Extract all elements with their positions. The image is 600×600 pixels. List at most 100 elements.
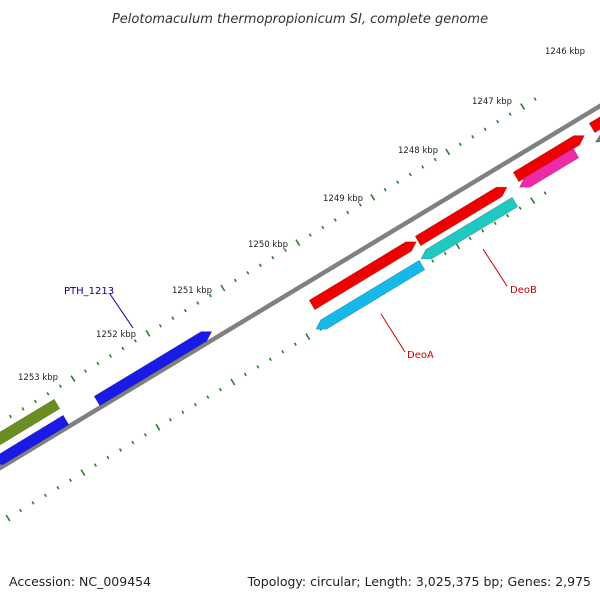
tick-mark <box>83 369 87 373</box>
tick-label-1247: 1247 kbp <box>472 97 512 107</box>
gene-blue-left[interactable] <box>0 414 70 465</box>
tick-mark <box>155 423 161 431</box>
tick-mark <box>9 414 12 419</box>
gene-red-3[interactable] <box>512 135 585 183</box>
tick-mark <box>518 206 522 210</box>
tick-mark <box>93 463 97 467</box>
tick-mark <box>268 357 272 362</box>
tick-mark <box>96 361 100 366</box>
tick-mark <box>496 119 500 124</box>
tick-mark <box>483 127 487 132</box>
tick-mark <box>383 187 387 192</box>
tick-mark <box>56 485 60 490</box>
tick-mark <box>458 142 462 147</box>
tick-label-1253: 1253 kbp <box>18 373 58 383</box>
tick-label-1252: 1252 kbp <box>96 330 136 340</box>
gene-red-2[interactable] <box>414 186 508 247</box>
tick-mark <box>108 354 112 358</box>
tick-mark <box>208 293 212 298</box>
tick-mark <box>21 407 25 411</box>
gene-label-deoa[interactable]: DeoA <box>407 350 434 361</box>
gene-olive[interactable] <box>0 398 61 446</box>
tick-mark <box>506 213 510 218</box>
tick-mark <box>193 402 197 407</box>
gene-label-deob[interactable]: DeoB <box>510 285 537 296</box>
tick-mark <box>258 263 262 268</box>
tick-mark <box>19 508 22 513</box>
tick-mark <box>295 239 301 247</box>
tick-mark <box>493 221 497 226</box>
tick-mark <box>358 203 362 207</box>
tick-mark <box>68 478 72 483</box>
tick-mark <box>46 391 50 396</box>
gene-red-1[interactable] <box>308 241 417 311</box>
tick-mark <box>455 242 461 250</box>
tick-mark <box>131 440 135 445</box>
tick-mark <box>283 248 287 252</box>
gene-pth1213[interactable] <box>93 331 213 407</box>
gene-label-pth1213[interactable]: PTH_1213 <box>64 286 114 297</box>
gene-deoa[interactable] <box>315 259 426 330</box>
tick-mark <box>281 349 285 354</box>
genome-title: Pelotomaculum thermopropionicum SI, comp… <box>112 12 488 27</box>
tick-mark <box>520 103 526 111</box>
tick-mark <box>31 501 35 505</box>
gene-red-4[interactable] <box>588 112 600 134</box>
tick-mark <box>80 469 86 477</box>
tick-mark <box>408 172 412 177</box>
deob-leader-line <box>482 248 508 287</box>
tick-mark <box>243 372 247 377</box>
tick-mark <box>220 284 226 292</box>
tick-label-1251: 1251 kbp <box>172 286 212 296</box>
tick-mark <box>508 112 512 116</box>
tick-mark <box>218 387 222 392</box>
genome-summary-text: Topology: circular; Length: 3,025,375 bp… <box>247 574 591 589</box>
tick-mark <box>58 384 62 389</box>
tick-mark <box>433 157 437 162</box>
tick-mark <box>333 218 337 222</box>
tick-mark <box>468 236 472 241</box>
tick-mark <box>145 329 151 337</box>
tick-mark <box>443 251 447 256</box>
deoa-leader-line <box>380 313 406 353</box>
tick-mark <box>346 210 350 215</box>
tick-mark <box>530 197 536 205</box>
tick-mark <box>121 346 125 351</box>
tick-mark <box>158 323 162 328</box>
tick-mark <box>33 399 37 404</box>
tick-mark <box>481 229 485 233</box>
tick-label-1250: 1250 kbp <box>248 240 288 250</box>
genome-backbone <box>0 103 600 471</box>
tick-mark <box>206 395 210 399</box>
tick-mark <box>5 514 11 522</box>
tick-mark <box>196 301 200 305</box>
tick-mark <box>271 255 275 260</box>
tick-label-1248: 1248 kbp <box>398 146 438 156</box>
tick-mark <box>321 225 325 230</box>
tick-mark <box>543 191 547 195</box>
tick-mark <box>118 448 122 452</box>
tick-label-1246: 1246 kbp <box>545 47 585 57</box>
tick-mark <box>421 165 425 169</box>
gene-grey-edge[interactable] <box>594 133 600 143</box>
tick-mark <box>396 180 400 184</box>
tick-mark <box>471 135 475 139</box>
tick-mark <box>256 365 260 369</box>
tick-mark <box>230 378 236 386</box>
tick-mark <box>168 417 172 422</box>
tick-mark <box>370 193 376 201</box>
tick-mark <box>308 233 312 237</box>
tick-mark <box>70 375 76 383</box>
gene-magenta[interactable] <box>519 147 580 188</box>
tick-mark <box>533 97 537 101</box>
tick-mark <box>171 316 175 320</box>
tick-mark <box>233 278 237 283</box>
tick-label-1249: 1249 kbp <box>323 194 363 204</box>
tick-mark <box>43 493 47 498</box>
accession-text: Accession: NC_009454 <box>9 574 152 589</box>
gene-deob[interactable] <box>420 196 519 260</box>
tick-mark <box>181 410 185 414</box>
pth1213-leader-line <box>109 293 134 329</box>
tick-mark <box>293 342 297 346</box>
